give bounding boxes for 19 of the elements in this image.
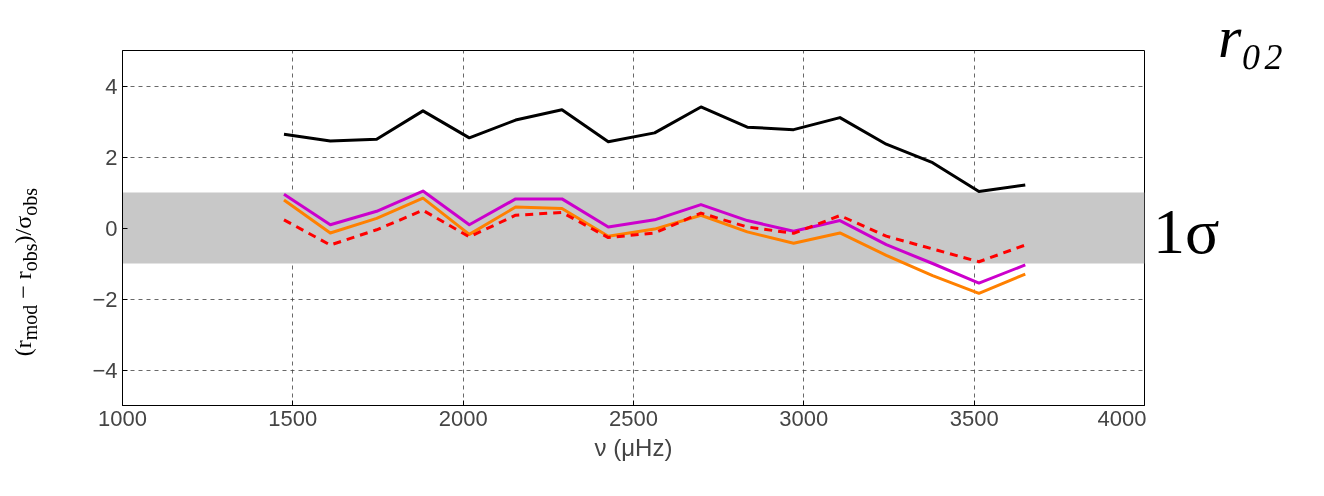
line-series bbox=[282, 208, 1027, 264]
band-label: 1σ bbox=[1153, 195, 1220, 270]
y-tick-label: 0 bbox=[105, 215, 118, 241]
x-tick-label: 3500 bbox=[949, 405, 999, 431]
text: r₀₂ bbox=[1217, 4, 1283, 70]
y-tick-label: 4 bbox=[105, 73, 118, 99]
line-series bbox=[282, 189, 1027, 285]
x-tick-label: 1000 bbox=[98, 405, 147, 431]
x-axis-title: ν (μHz) bbox=[594, 433, 673, 461]
x-tick-label: 1500 bbox=[268, 405, 318, 431]
x-tick-label: 4000 bbox=[1097, 405, 1147, 431]
y-tick-label: −2 bbox=[92, 286, 118, 312]
y-tick-label: 2 bbox=[105, 144, 118, 170]
x-tick-label: 2500 bbox=[609, 405, 658, 431]
x-tick-label: 2000 bbox=[438, 405, 488, 431]
line-series bbox=[282, 196, 1027, 295]
x-tick-label: 3000 bbox=[779, 405, 829, 431]
y-tick-label: −4 bbox=[92, 357, 118, 383]
line-series bbox=[282, 105, 1027, 193]
